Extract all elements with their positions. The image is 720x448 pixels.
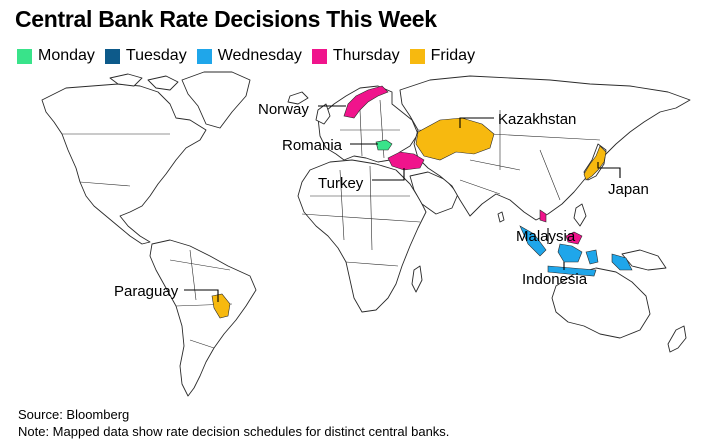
sri-lanka-shape [497, 211, 505, 223]
north-america-shape [41, 83, 207, 245]
kazakhstan-leader [459, 117, 494, 128]
asia-borders [417, 110, 601, 201]
japan-leader [597, 162, 621, 178]
south-america-shape [149, 239, 257, 397]
highlighted-countries [211, 85, 633, 319]
norway-shape [343, 85, 389, 119]
japan-shape [583, 145, 607, 181]
country-borders [62, 99, 601, 349]
base-land [41, 71, 691, 397]
norway-label: Norway [258, 101, 309, 118]
indonesia-label: Indonesia [522, 271, 588, 288]
romania-label: Romania [282, 137, 343, 154]
asia-shape [399, 75, 691, 221]
africa-borders [301, 165, 421, 267]
legend-label-friday: Friday [430, 47, 476, 64]
iceland-shape [287, 91, 309, 105]
turkey-label: Turkey [318, 175, 364, 192]
europe-shape [317, 85, 419, 163]
canada-islands-shape [109, 73, 179, 91]
turkey-leader [372, 168, 405, 181]
legend-label-tuesday: Tuesday [125, 47, 187, 64]
us-mexico-border [79, 181, 131, 187]
new-guinea-shape [621, 249, 667, 271]
tuesday-swatch [104, 48, 120, 64]
australia-shape [551, 267, 651, 339]
malaysia-label: Malaysia [516, 228, 576, 245]
indonesia-shape [519, 225, 633, 277]
japan-label: Japan [608, 181, 649, 198]
kazakhstan-label: Kazakhstan [498, 111, 576, 128]
friday-swatch [409, 48, 425, 64]
madagascar-shape [411, 265, 423, 293]
uk-shape [315, 103, 331, 125]
turkey-shape [387, 151, 425, 171]
paraguay-label: Paraguay [114, 283, 179, 300]
romania-shape [375, 139, 393, 151]
arabia-shape [409, 171, 459, 215]
africa-shape [297, 159, 427, 313]
philippines-shape [573, 203, 587, 227]
legend-item-friday: Friday [409, 47, 476, 65]
thursday-swatch [311, 48, 327, 64]
legend-item-wednesday: Wednesday [196, 47, 302, 65]
wednesday-swatch [196, 48, 212, 64]
paraguay-leader [184, 289, 219, 302]
legend-label-monday: Monday [38, 47, 95, 64]
sa-borders [169, 249, 233, 349]
legend-item-monday: Monday [17, 47, 95, 65]
greenland-shape [181, 71, 251, 129]
legend-label-wednesday: Wednesday [217, 47, 302, 64]
legend-label-thursday: Thursday [332, 47, 400, 64]
paraguay-shape [211, 293, 231, 319]
note-text: Note: Mapped data show rate decision sch… [18, 424, 450, 439]
legend-item-tuesday: Tuesday [104, 47, 187, 65]
leader-lines [184, 105, 621, 302]
world-map: Norway Romania Turkey Kazakhstan Japan M… [41, 71, 691, 397]
malaysia-shape [539, 209, 583, 245]
chart-title: Central Bank Rate Decisions This Week [15, 6, 437, 32]
source-text: Source: Bloomberg [18, 407, 130, 422]
legend: Monday Tuesday Wednesday Thursday Friday [17, 46, 485, 66]
legend-item-thursday: Thursday [311, 47, 400, 65]
country-labels: Norway Romania Turkey Kazakhstan Japan M… [114, 101, 649, 300]
kazakhstan-shape [415, 117, 495, 161]
new-zealand-shape [667, 325, 687, 353]
monday-swatch [17, 48, 32, 64]
